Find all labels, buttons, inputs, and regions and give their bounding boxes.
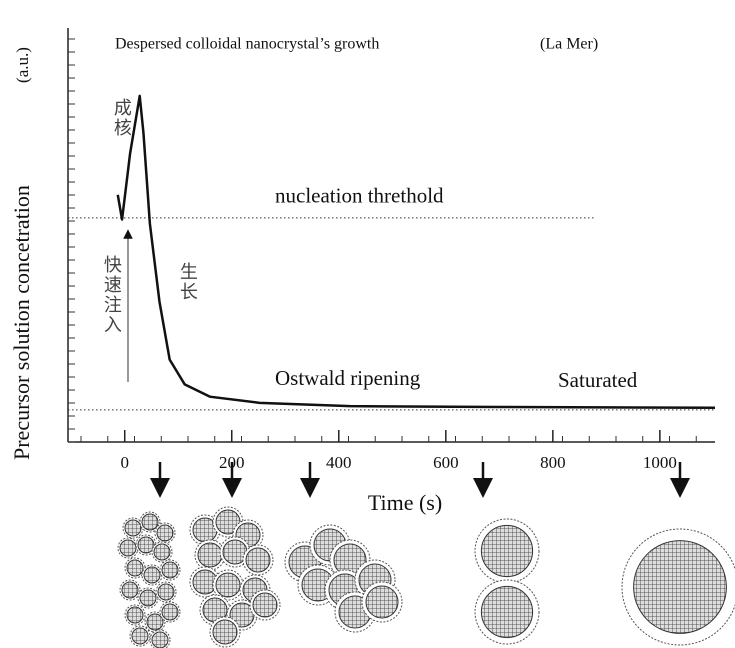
particle-core <box>161 561 179 579</box>
annotation: Saturated <box>558 368 638 392</box>
x-tick-label: 200 <box>219 453 245 472</box>
annotation: 成核 <box>112 98 132 138</box>
chart-title: Despersed colloidal nanocrystal’s growth <box>115 36 379 53</box>
particle-core <box>212 619 238 645</box>
reference-label: nucleation threthold <box>275 184 444 208</box>
y-axis-label: Precursor solution concetration <box>9 185 34 460</box>
data-line <box>116 94 716 410</box>
particle-core <box>126 559 144 577</box>
particle-core <box>151 631 169 648</box>
particle-core <box>156 524 174 542</box>
particle-core <box>153 543 171 561</box>
particle-core <box>121 581 139 599</box>
particle-core <box>139 589 157 607</box>
x-tick-label: 600 <box>433 453 459 472</box>
particle-core <box>480 524 534 578</box>
particle-core <box>633 540 727 634</box>
particle-core <box>197 542 223 568</box>
particle-core <box>143 566 161 584</box>
y-axis-unit: (a.u.) <box>13 47 32 83</box>
particle-core <box>215 509 241 535</box>
x-axis-label: Time (s) <box>368 490 442 515</box>
particle-core <box>245 547 271 573</box>
particle-core <box>146 613 164 631</box>
x-tick-label: 800 <box>540 453 566 472</box>
x-tick-label: 1000 <box>643 453 677 472</box>
particle-core <box>365 585 399 619</box>
particle-core <box>119 539 137 557</box>
x-tick-label: 400 <box>326 453 352 472</box>
chart-subtitle: (La Mer) <box>540 36 598 53</box>
particle-core <box>480 585 534 639</box>
particle-illustrations <box>117 462 735 648</box>
annotation: Ostwald ripening <box>275 366 421 390</box>
particle-core <box>252 592 278 618</box>
particle-core <box>141 513 159 531</box>
particle-core <box>137 536 155 554</box>
particle-core <box>126 606 144 624</box>
particle-core <box>161 603 179 621</box>
particle-core <box>157 583 175 601</box>
annotation: 快速注入 <box>102 255 122 335</box>
particle-core <box>215 572 241 598</box>
particle-core <box>131 627 149 645</box>
annotation: 生长 <box>178 262 198 302</box>
particle-core <box>124 519 142 537</box>
x-tick-label: 0 <box>120 453 129 472</box>
